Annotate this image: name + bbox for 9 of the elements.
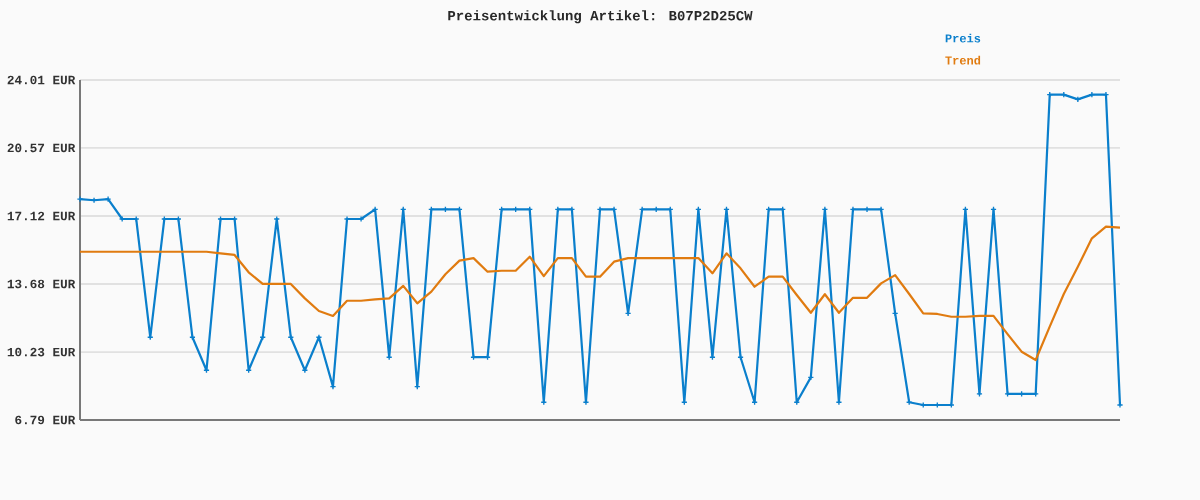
text: Preis [945,33,981,43]
y-tick-label: 17.12 EUR [7,211,76,221]
chart-title: Preisentwicklung Artikel: B07P2D25CW [448,10,753,24]
text: Trend [945,55,981,65]
y-tick-label: 13.68 EUR [7,279,76,289]
y-tick-label: 6.79 EUR [15,415,76,425]
y-tick-label: 24.01 EUR [7,75,76,85]
y-tick-label: 20.57 EUR [7,143,76,153]
y-tick-label: 10.23 EUR [7,347,76,357]
